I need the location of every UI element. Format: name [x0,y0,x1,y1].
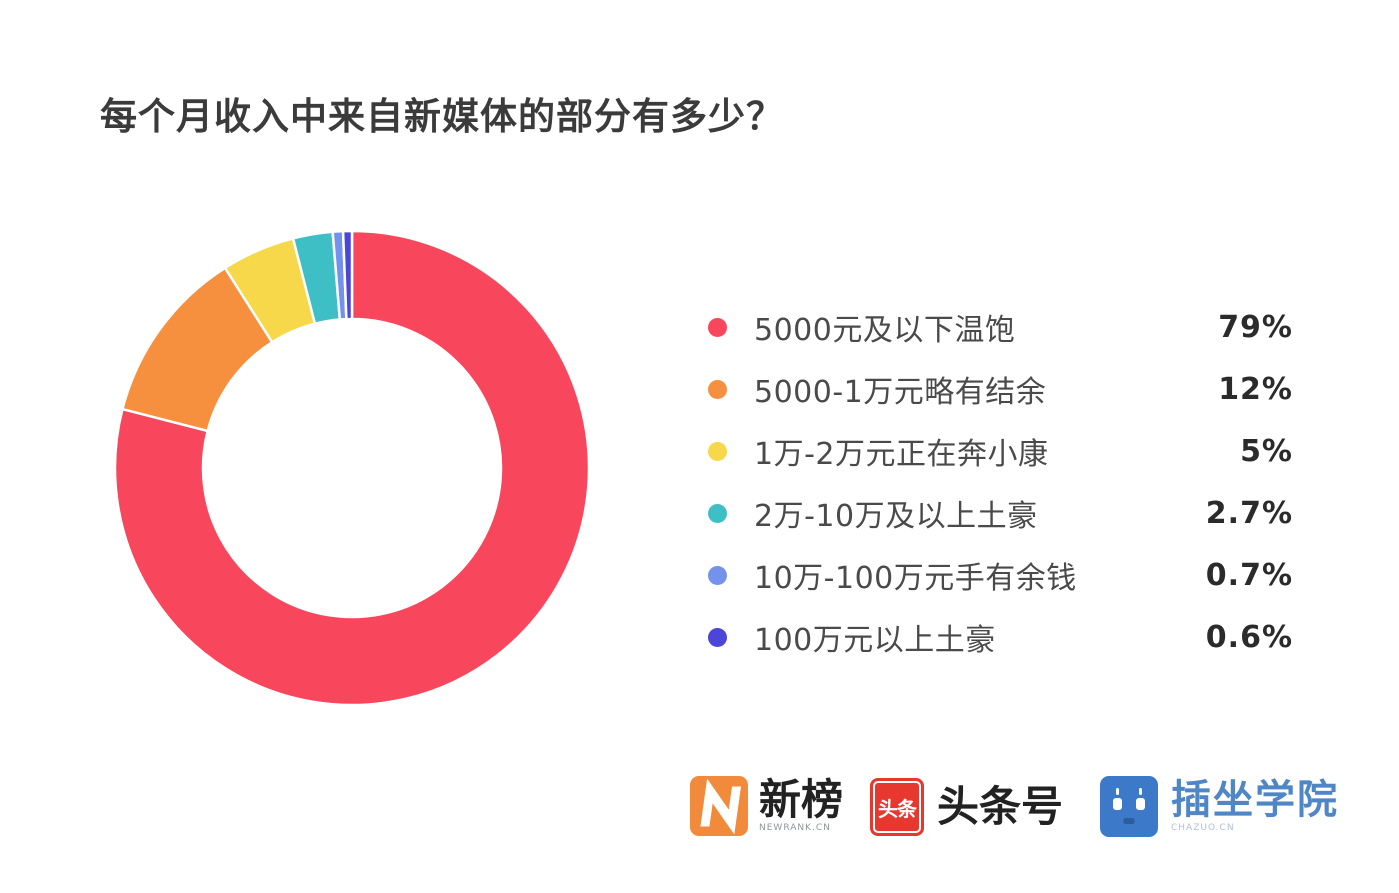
legend-color-dot [708,565,727,585]
newrank-url-text: NEWRANK.CN [759,823,831,833]
legend-color-dot [708,503,727,523]
newrank-name: 新榜 [759,775,844,824]
legend-value: 0.6% [1205,619,1293,655]
page-title: 每个月收入中来自新媒体的部分有多少？ [100,95,784,138]
legend-value: 12% [1218,371,1293,407]
legend-label: 5000-1万元略有结余 [754,375,1047,410]
legend-value: 5% [1240,433,1293,469]
toutiao-icon-text: 头条 [878,796,917,821]
legend-item: 100万元以上土豪 0.6% [708,606,1293,668]
legend-color-dot [708,317,727,337]
legend-label: 10万-100万元手有余钱 [754,561,1077,596]
legend-item: 2万-10万及以上土豪 2.7% [708,482,1293,544]
donut-chart [113,229,591,707]
newrank-n-icon [690,776,748,836]
donut-segment [113,229,591,707]
toutiao-name: 头条号 [937,782,1064,831]
chazuo-robot-face-icon [1100,776,1158,837]
toutiao-icon: 头条 [870,778,924,836]
footer-logos: 新榜 NEWRANK.CN 头条 头条号 插坐学院 CHAZUO.CN [0,770,1399,850]
legend-item: 5000-1万元略有结余 12% [708,358,1293,420]
legend-label: 5000元及以下温饱 [754,313,1016,348]
legend-label: 2万-10万及以上土豪 [754,499,1038,534]
legend-label: 100万元以上土豪 [754,623,996,658]
legend-value: 0.7% [1205,557,1293,593]
legend-item: 10万-100万元手有余钱 0.7% [708,544,1293,606]
legend-color-dot [708,441,727,461]
legend-item: 1万-2万元正在奔小康 5% [708,420,1293,482]
newrank-logo: 新榜 NEWRANK.CN [690,776,843,836]
legend-value: 2.7% [1205,495,1293,531]
legend-value: 79% [1218,309,1293,345]
chazuo-name: 插坐学院 [1171,777,1339,823]
legend-label: 1万-2万元正在奔小康 [754,437,1049,472]
chazuo-logo: 插坐学院 CHAZUO.CN [1100,776,1339,837]
legend-color-dot [708,379,727,399]
chazuo-url-text: CHAZUO.CN [1171,823,1235,833]
legend: 5000元及以下温饱 79% 5000-1万元略有结余 12% 1万-2万元正在奔小康 5… [708,296,1293,668]
legend-color-dot [708,627,727,647]
donut-segment [341,229,354,321]
toutiao-logo: 头条 头条号 [870,778,1063,836]
legend-item: 5000元及以下温饱 79% [708,296,1293,358]
